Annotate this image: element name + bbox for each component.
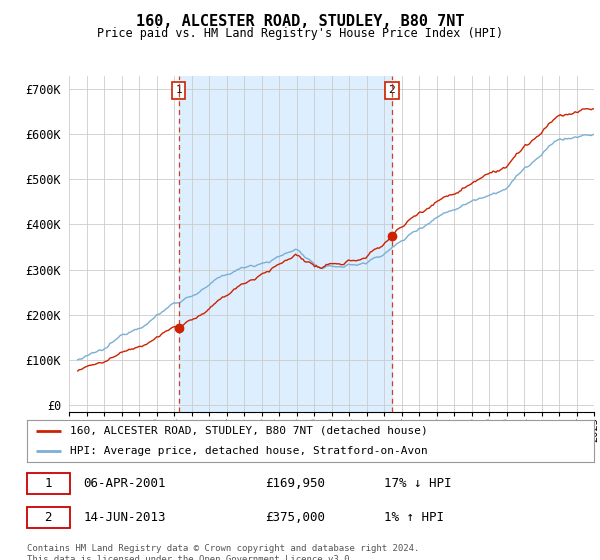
Text: £169,950: £169,950 [265, 477, 325, 490]
Text: 1% ↑ HPI: 1% ↑ HPI [384, 511, 444, 524]
Text: 1: 1 [175, 86, 182, 95]
Text: 2: 2 [389, 86, 395, 95]
Text: 2: 2 [44, 511, 52, 524]
Text: HPI: Average price, detached house, Stratford-on-Avon: HPI: Average price, detached house, Stra… [70, 446, 427, 456]
Text: 160, ALCESTER ROAD, STUDLEY, B80 7NT (detached house): 160, ALCESTER ROAD, STUDLEY, B80 7NT (de… [70, 426, 427, 436]
FancyBboxPatch shape [27, 507, 70, 528]
Text: 1: 1 [44, 477, 52, 490]
Text: Price paid vs. HM Land Registry's House Price Index (HPI): Price paid vs. HM Land Registry's House … [97, 27, 503, 40]
Text: Contains HM Land Registry data © Crown copyright and database right 2024.
This d: Contains HM Land Registry data © Crown c… [27, 544, 419, 560]
Bar [179, 76, 392, 412]
Text: £375,000: £375,000 [265, 511, 325, 524]
Text: 160, ALCESTER ROAD, STUDLEY, B80 7NT: 160, ALCESTER ROAD, STUDLEY, B80 7NT [136, 14, 464, 29]
Text: 17% ↓ HPI: 17% ↓ HPI [384, 477, 452, 490]
Text: 14-JUN-2013: 14-JUN-2013 [84, 511, 166, 524]
Text: 06-APR-2001: 06-APR-2001 [84, 477, 166, 490]
FancyBboxPatch shape [27, 473, 70, 494]
